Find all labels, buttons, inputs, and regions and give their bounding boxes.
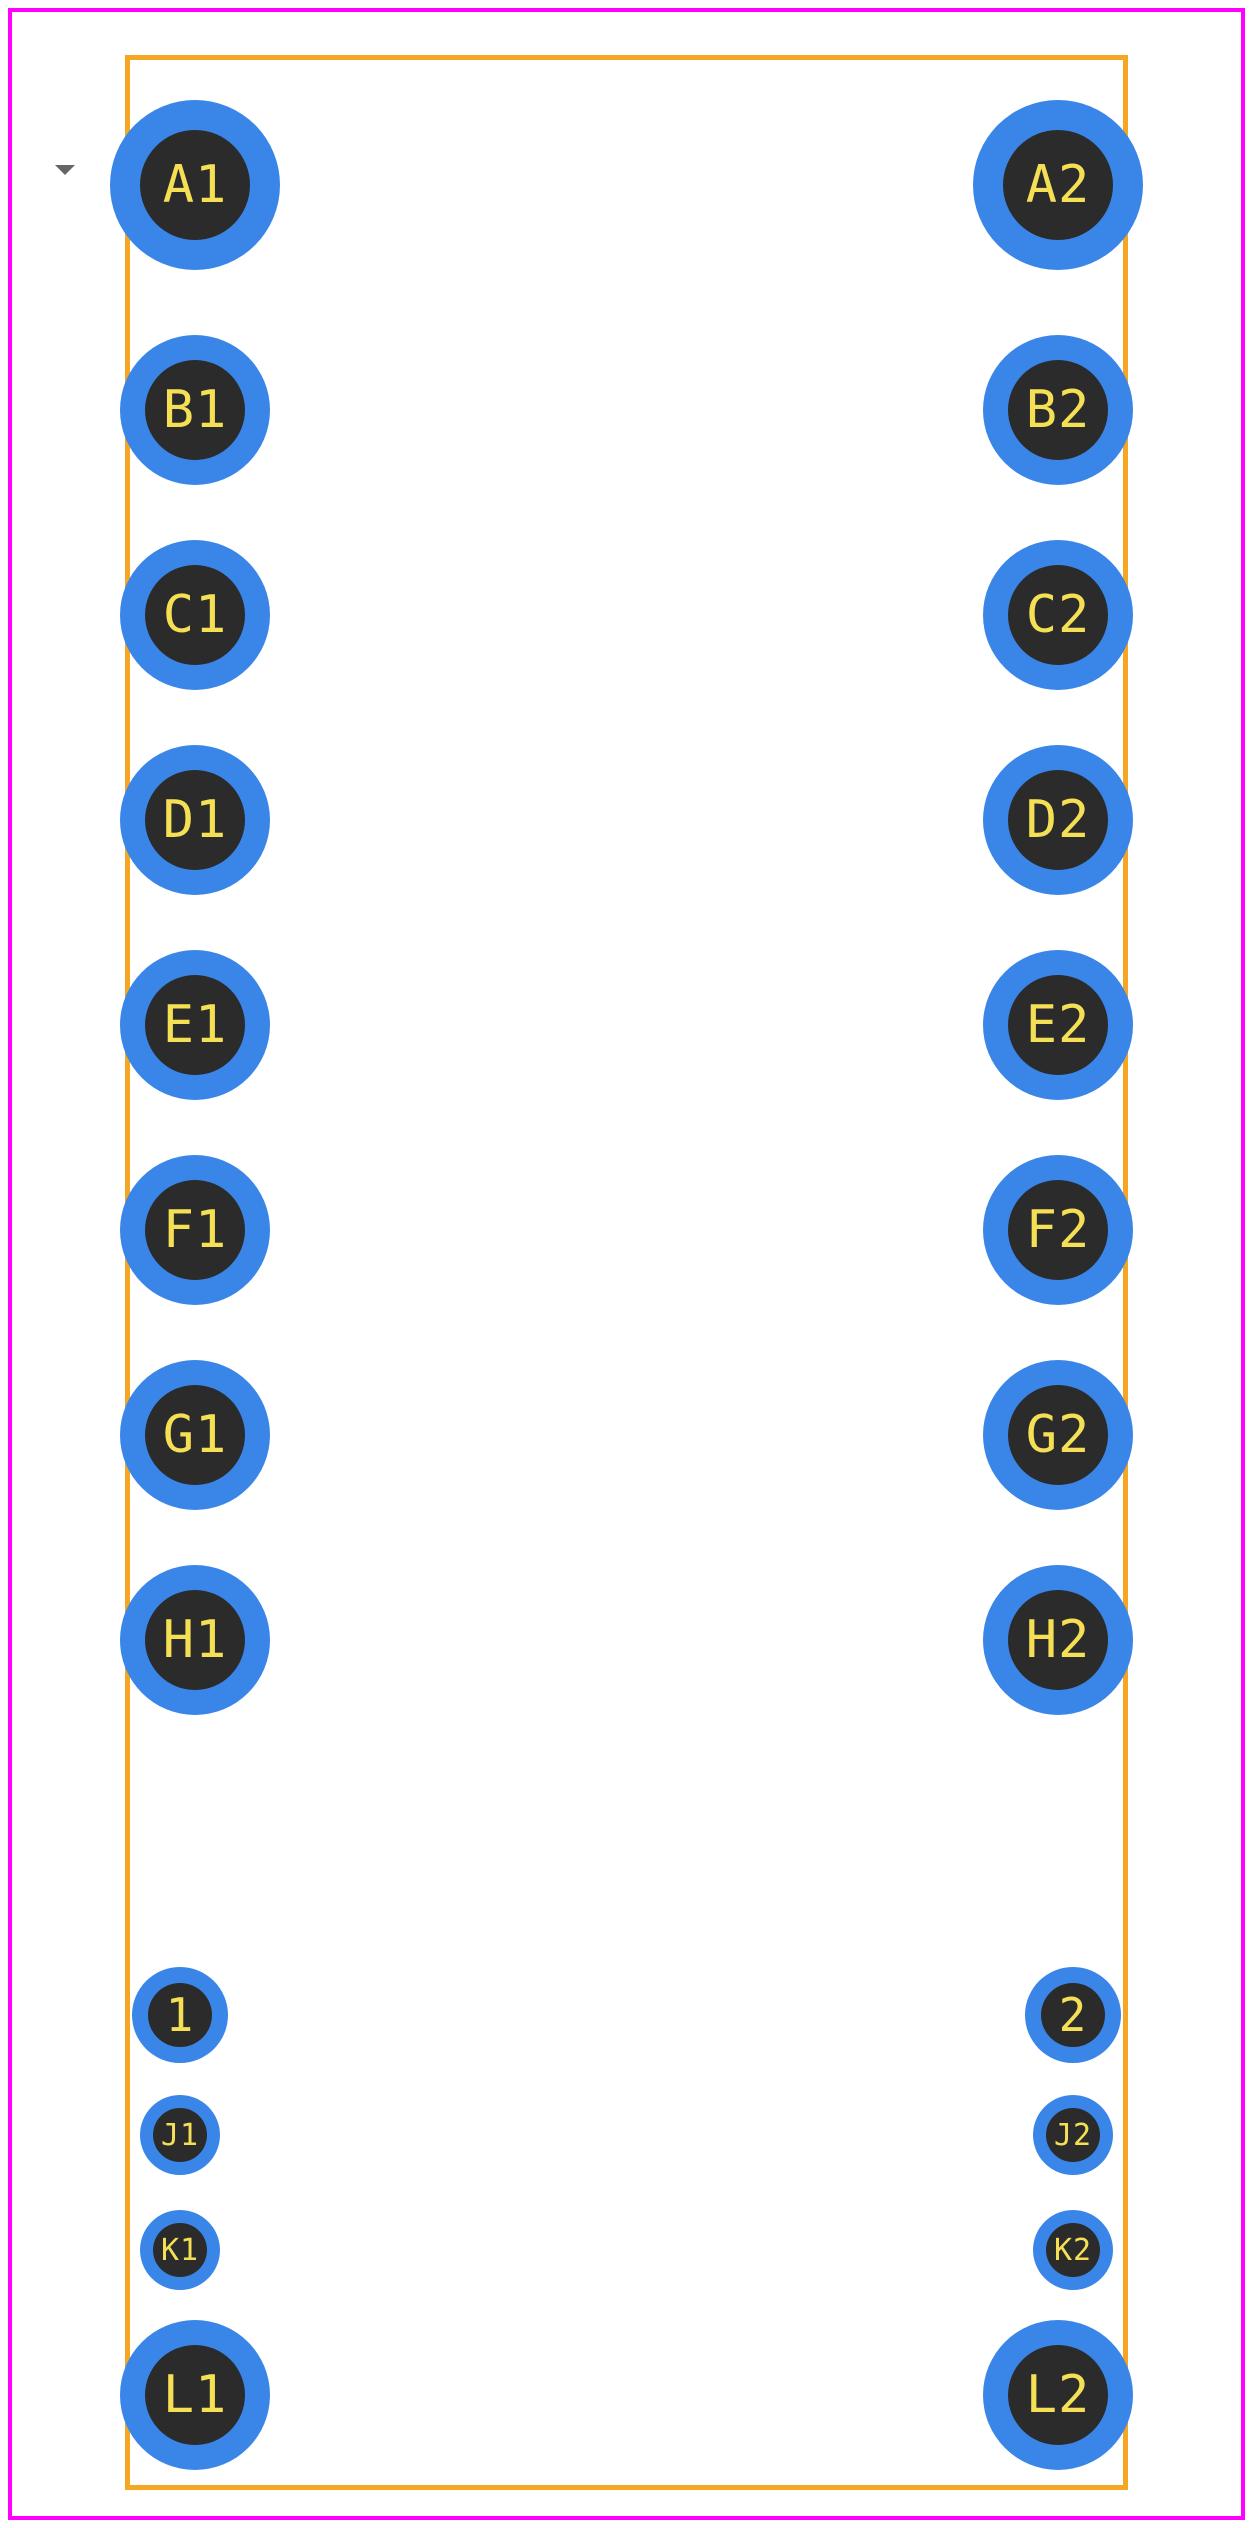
pad-label: 1 <box>166 1988 195 2042</box>
pad-label: H2 <box>1026 1610 1091 1670</box>
pad-label: F1 <box>163 1200 228 1260</box>
pad-hole: G1 <box>145 1385 245 1485</box>
pad-hole: L2 <box>1008 2345 1108 2445</box>
pad-label: J1 <box>161 2118 199 2153</box>
pad-2: 2 <box>1025 1967 1121 2063</box>
pad-label: B1 <box>163 380 228 440</box>
pad-c1: C1 <box>120 540 270 690</box>
pad-a1: A1 <box>110 100 280 270</box>
pad-e2: E2 <box>983 950 1133 1100</box>
pad-hole: 2 <box>1041 1983 1105 2047</box>
pad-label: A2 <box>1026 155 1091 215</box>
pad-hole: B2 <box>1008 360 1108 460</box>
pad-hole: K2 <box>1046 2223 1100 2277</box>
pad-label: E2 <box>1026 995 1091 1055</box>
pad-hole: K1 <box>153 2223 207 2277</box>
pin1-marker <box>55 165 75 175</box>
pad-hole: F2 <box>1008 1180 1108 1280</box>
pad-k2: K2 <box>1033 2210 1113 2290</box>
pad-hole: E1 <box>145 975 245 1075</box>
pad-j1: J1 <box>140 2095 220 2175</box>
pad-label: E1 <box>163 995 228 1055</box>
pad-g1: G1 <box>120 1360 270 1510</box>
pad-1: 1 <box>132 1967 228 2063</box>
pad-l2: L2 <box>983 2320 1133 2470</box>
pad-label: C2 <box>1026 585 1091 645</box>
pad-label: F2 <box>1026 1200 1091 1260</box>
pad-d2: D2 <box>983 745 1133 895</box>
pad-hole: D2 <box>1008 770 1108 870</box>
pad-hole: E2 <box>1008 975 1108 1075</box>
pad-label: K2 <box>1054 2233 1092 2268</box>
pad-hole: D1 <box>145 770 245 870</box>
pad-label: L1 <box>163 2365 228 2425</box>
pad-label: B2 <box>1026 380 1091 440</box>
pad-hole: F1 <box>145 1180 245 1280</box>
pad-hole: J1 <box>153 2108 207 2162</box>
pad-hole: 1 <box>148 1983 212 2047</box>
pad-label: H1 <box>163 1610 228 1670</box>
inner-border <box>125 55 1128 2490</box>
pad-hole: L1 <box>145 2345 245 2445</box>
pad-b1: B1 <box>120 335 270 485</box>
pad-g2: G2 <box>983 1360 1133 1510</box>
pad-b2: B2 <box>983 335 1133 485</box>
pad-hole: J2 <box>1046 2108 1100 2162</box>
pad-label: L2 <box>1026 2365 1091 2425</box>
pad-hole: A1 <box>140 130 250 240</box>
pad-d1: D1 <box>120 745 270 895</box>
pad-f2: F2 <box>983 1155 1133 1305</box>
pad-label: D2 <box>1026 790 1091 850</box>
pad-label: G2 <box>1026 1405 1091 1465</box>
pad-h2: H2 <box>983 1565 1133 1715</box>
pad-label: 2 <box>1059 1988 1088 2042</box>
pad-f1: F1 <box>120 1155 270 1305</box>
pad-hole: B1 <box>145 360 245 460</box>
pad-hole: H1 <box>145 1590 245 1690</box>
pad-label: J2 <box>1054 2118 1092 2153</box>
pad-j2: J2 <box>1033 2095 1113 2175</box>
pad-hole: A2 <box>1003 130 1113 240</box>
pad-hole: G2 <box>1008 1385 1108 1485</box>
pad-label: C1 <box>163 585 228 645</box>
pad-hole: C2 <box>1008 565 1108 665</box>
pad-k1: K1 <box>140 2210 220 2290</box>
pad-a2: A2 <box>973 100 1143 270</box>
pad-l1: L1 <box>120 2320 270 2470</box>
pad-label: D1 <box>163 790 228 850</box>
pad-c2: C2 <box>983 540 1133 690</box>
pad-hole: H2 <box>1008 1590 1108 1690</box>
pad-hole: C1 <box>145 565 245 665</box>
pad-h1: H1 <box>120 1565 270 1715</box>
pad-label: K1 <box>161 2233 199 2268</box>
pad-e1: E1 <box>120 950 270 1100</box>
pad-label: A1 <box>163 155 228 215</box>
pad-label: G1 <box>163 1405 228 1465</box>
